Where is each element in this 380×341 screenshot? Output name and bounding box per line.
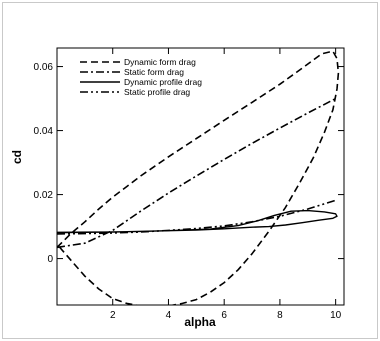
x-tick-label: 6 — [221, 310, 227, 321]
legend-label-1: Dynamic form drag — [124, 57, 196, 67]
legend-label-4: Static profile drag — [124, 87, 190, 97]
x-axis-label: alpha — [184, 315, 216, 329]
series-line-2 — [57, 97, 336, 249]
y-tick-label: 0.04 — [34, 126, 54, 137]
y-tick-label: 0.06 — [34, 62, 54, 73]
ticks-layer: 2 4 6 8 10 0 0.02 0.04 0.06 — [34, 48, 344, 321]
series-line-4 — [57, 199, 336, 235]
x-tick-label: 2 — [110, 310, 116, 321]
plot-area-border — [56, 47, 345, 306]
legend-label-2: Static form drag — [124, 67, 184, 77]
x-tick-label: 4 — [166, 310, 172, 321]
x-tick-label: 10 — [330, 310, 342, 321]
y-tick-label: 0 — [47, 254, 53, 265]
y-axis-label: cd — [10, 150, 24, 164]
legend-label-3: Dynamic profile drag — [124, 77, 202, 87]
series-line-1 — [57, 50, 340, 305]
curves-layer — [57, 50, 340, 305]
y-tick-label: 0.02 — [34, 190, 54, 201]
series-line-3 — [57, 209, 338, 234]
x-tick-label: 8 — [277, 310, 283, 321]
